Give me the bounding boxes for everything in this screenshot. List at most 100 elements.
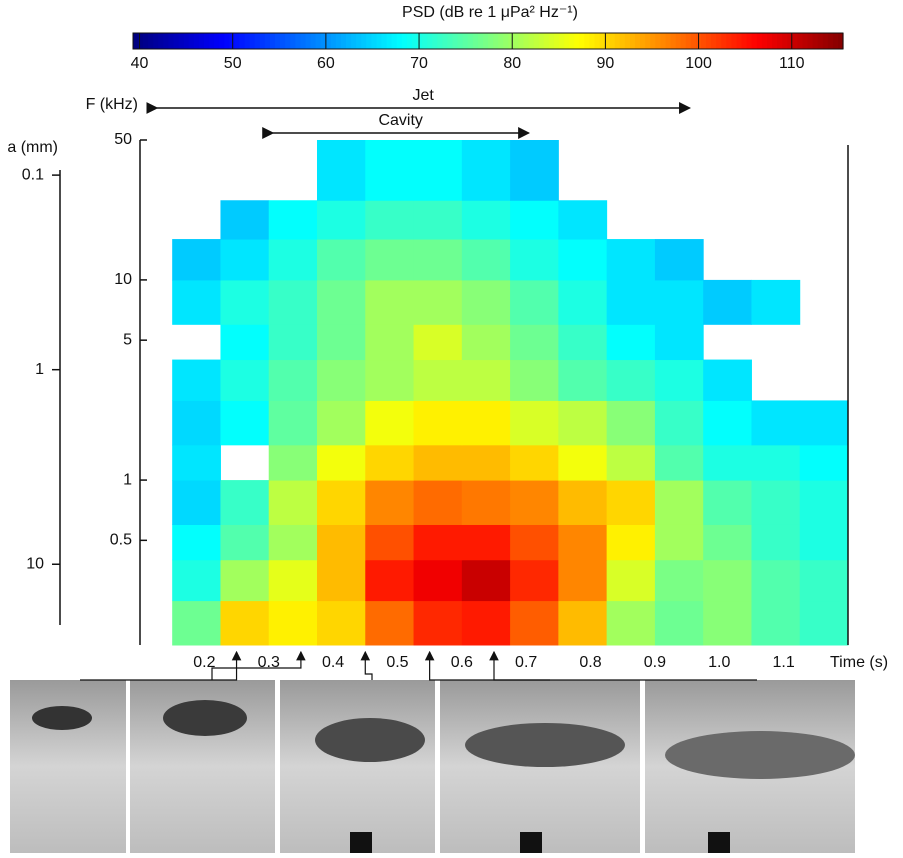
heatmap-cell	[654, 559, 704, 602]
colorbar-swatch	[716, 33, 722, 49]
heatmap-cell	[413, 359, 463, 401]
colorbar-swatch	[442, 33, 449, 49]
heatmap-cell	[510, 400, 559, 446]
colorbar-swatch	[300, 33, 307, 49]
heatmap-cell	[510, 524, 559, 561]
colorbar-swatch	[797, 33, 804, 49]
colorbar-swatch	[275, 33, 281, 49]
colorbar-swatch	[153, 33, 159, 49]
heatmap-cell	[268, 359, 318, 401]
colorbar-swatch	[685, 33, 692, 49]
heatmap-cell	[317, 600, 366, 646]
x-tick-label: 0.6	[451, 654, 473, 671]
colorbar-swatch	[280, 33, 286, 49]
colorbar-swatch	[746, 33, 753, 49]
colorbar-swatch	[386, 33, 393, 49]
heatmap-cell	[172, 524, 221, 561]
heatmap-cell	[268, 279, 318, 325]
heatmap-cell	[365, 324, 415, 361]
colorbar-swatch	[462, 33, 469, 49]
colorbar-swatch	[589, 33, 596, 49]
colorbar-swatch	[361, 33, 367, 49]
colorbar-swatch	[371, 33, 378, 49]
colorbar-swatch	[482, 33, 489, 49]
colorbar-swatch	[406, 33, 413, 49]
heatmap-cell	[220, 359, 270, 401]
colorbar-swatch	[574, 33, 580, 49]
colorbar-swatch	[351, 33, 357, 49]
heatmap-cell	[558, 359, 608, 401]
colorbar-swatch	[812, 33, 819, 49]
colorbar-swatch	[437, 33, 443, 49]
heatmap-cell	[510, 359, 559, 401]
colorbar-swatch	[832, 33, 839, 49]
heatmap-cell	[220, 324, 270, 361]
colorbar-swatch	[822, 33, 829, 49]
colorbar-swatch	[548, 33, 555, 49]
heatmap-cell	[220, 239, 270, 281]
colorbar-tick-label: 110	[779, 55, 805, 72]
colorbar-swatch	[477, 33, 484, 49]
heatmap-cell	[317, 524, 366, 561]
colorbar-tick-label: 60	[317, 55, 335, 72]
colorbar-swatch	[472, 33, 479, 49]
colorbar-swatch	[340, 33, 347, 49]
colorbar-swatch	[234, 33, 241, 49]
heatmap-cell	[413, 400, 463, 446]
colorbar-swatch	[731, 33, 738, 49]
heatmap-cell	[172, 359, 221, 401]
colorbar-swatch	[508, 33, 514, 49]
heatmap-cell	[365, 239, 415, 281]
photo	[10, 680, 126, 853]
heatmap-cell	[510, 279, 559, 325]
colorbar-swatch	[817, 33, 824, 49]
heatmap-cell	[510, 324, 559, 361]
colorbar-swatch	[711, 33, 717, 49]
colorbar-swatch	[330, 33, 337, 49]
heatmap-cell	[461, 359, 511, 401]
colorbar-swatch	[264, 33, 271, 49]
colorbar-swatch	[498, 33, 504, 49]
heatmap-cell	[751, 480, 801, 525]
heatmap-cell	[172, 400, 221, 446]
heatmap-cell	[703, 559, 752, 602]
colorbar-swatch	[756, 33, 763, 49]
colorbar-swatch	[543, 33, 550, 49]
heatmap-cell	[365, 559, 415, 602]
colorbar-swatch	[761, 33, 768, 49]
heatmap-cell	[510, 200, 559, 240]
heatmap-cell	[413, 480, 463, 525]
heatmap-cell	[365, 444, 415, 481]
heatmap-cell	[365, 524, 415, 561]
colorbar-swatch	[665, 33, 672, 49]
colorbar-swatch	[766, 33, 773, 49]
colorbar-swatch	[401, 33, 408, 49]
heatmap-cell	[606, 279, 656, 325]
heatmap-cell	[268, 400, 318, 446]
colorbar-swatch	[614, 33, 621, 49]
photo-arrow	[80, 650, 242, 681]
heatmap-cell	[461, 279, 511, 325]
colorbar-swatch	[726, 33, 733, 49]
photo-subject	[32, 706, 92, 730]
colorbar-swatch	[680, 33, 687, 49]
heatmap-cell	[799, 600, 849, 646]
heatmap-cell	[703, 444, 752, 481]
photo-arrow	[211, 650, 306, 680]
heatmap-cell	[268, 524, 318, 561]
heatmap-cell	[413, 324, 463, 361]
heatmap-cell	[365, 140, 415, 201]
heatmap-cell	[413, 559, 463, 602]
heatmap-cell	[606, 359, 656, 401]
heatmap-cell	[317, 444, 366, 481]
x-tick-label: 0.9	[644, 654, 666, 671]
heatmap-cell	[317, 480, 366, 525]
heatmap-cell	[654, 400, 704, 446]
colorbar-swatch	[787, 33, 793, 49]
colorbar-tick-label: 80	[503, 55, 521, 72]
heatmap-cell	[654, 600, 704, 646]
heatmap-cell	[703, 359, 752, 401]
photo-object	[520, 832, 542, 853]
heatmap-cell	[461, 140, 511, 201]
heatmap-cell	[461, 480, 511, 525]
